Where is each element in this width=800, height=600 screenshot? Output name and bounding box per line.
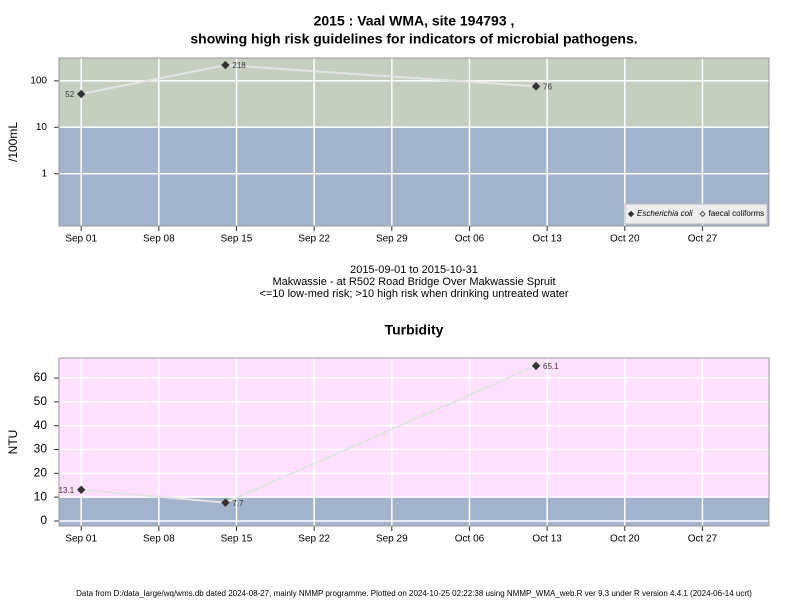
data-point (221, 498, 230, 507)
legend-marker (699, 210, 706, 218)
high-risk-zone (59, 358, 769, 498)
data-point (76, 89, 86, 99)
data-point (221, 60, 230, 70)
x-tick-label: Sep 15 (221, 234, 253, 245)
y-tick-label: 60 (34, 370, 48, 384)
caption: Makwassie - at R502 Road Bridge Over Mak… (272, 276, 555, 288)
y-axis-label: /100mL (6, 122, 20, 162)
data-point (76, 485, 86, 494)
x-tick-label: Sep 08 (143, 234, 175, 245)
data-label: 76 (543, 82, 552, 91)
x-tick-label: Sep 22 (298, 234, 330, 245)
legend-marker (627, 210, 635, 218)
legend-label: faecal coliforms (709, 209, 765, 218)
chart-title: Turbidity (385, 322, 444, 338)
x-tick-label: Sep 01 (65, 234, 97, 245)
x-tick-label: Oct 06 (455, 534, 485, 545)
x-tick-label: Oct 27 (688, 534, 718, 545)
chart-subtitle: showing high risk guidelines for indicat… (190, 31, 637, 47)
high-risk-zone (59, 58, 769, 128)
x-tick-label: Sep 22 (298, 534, 330, 545)
y-tick-label: 10 (34, 489, 48, 503)
x-tick-label: Sep 29 (376, 234, 408, 245)
legend-box (624, 203, 768, 225)
legend-label: Escherichia coli (637, 209, 693, 218)
x-tick-label: Oct 13 (532, 534, 562, 545)
x-tick-label: Sep 08 (143, 534, 175, 545)
caption: <=10 low-med risk; >10 high risk when dr… (259, 288, 568, 300)
y-tick-label: 1 (41, 168, 47, 179)
x-tick-label: Oct 27 (688, 234, 718, 245)
data-label: 218 (232, 61, 246, 70)
data-point (531, 361, 541, 371)
data-point (531, 82, 541, 91)
y-tick-label: 10 (36, 122, 48, 133)
footer: Data from D:/data_large/wq/wms.db dated … (76, 589, 752, 598)
y-tick-label: 100 (30, 75, 47, 86)
chart-title: 2015 : Vaal WMA, site 194793 , (314, 13, 515, 29)
plot-border (58, 357, 770, 527)
y-tick-label: 0 (40, 513, 47, 527)
y-tick-label: 20 (34, 466, 48, 480)
plot-border (58, 57, 770, 227)
data-label: 65.1 (543, 362, 559, 371)
x-tick-label: Oct 13 (532, 234, 562, 245)
data-label: 52 (65, 90, 74, 99)
data-label: 7.7 (232, 499, 244, 508)
x-tick-label: Sep 15 (221, 534, 253, 545)
x-tick-label: Oct 06 (455, 234, 485, 245)
y-tick-label: 40 (34, 418, 48, 432)
data-label: 13.1 (59, 486, 75, 495)
y-axis-label: NTU (6, 430, 20, 455)
y-tick-label: 30 (34, 442, 48, 456)
x-tick-label: Sep 29 (376, 534, 408, 545)
x-tick-label: Oct 20 (610, 534, 640, 545)
x-tick-label: Oct 20 (610, 234, 640, 245)
y-tick-label: 50 (34, 394, 48, 408)
caption: 2015-09-01 to 2015-10-31 (350, 264, 478, 276)
x-tick-label: Sep 01 (65, 534, 97, 545)
